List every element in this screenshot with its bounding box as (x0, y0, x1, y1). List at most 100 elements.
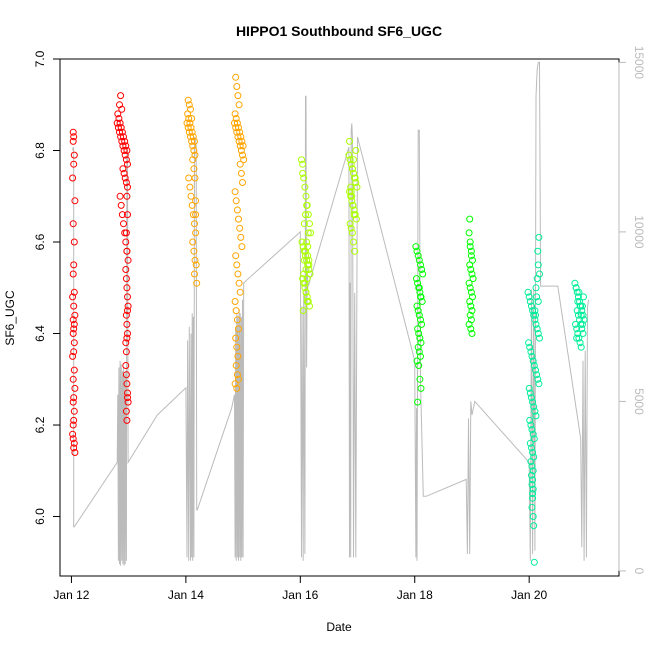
data-point (580, 293, 587, 301)
data-point (71, 384, 79, 392)
data-point (124, 307, 131, 315)
data-point (529, 430, 537, 438)
data-point (466, 298, 474, 305)
data-point (118, 137, 126, 145)
data-point (189, 211, 197, 219)
data-point (303, 293, 311, 301)
data-point (118, 128, 126, 136)
data-point (187, 124, 195, 132)
data-point (70, 302, 78, 310)
data-point (573, 325, 581, 333)
data-point (413, 302, 421, 310)
data-point (529, 494, 537, 502)
data-point (122, 371, 130, 379)
series-2 (298, 137, 361, 315)
data-point (414, 398, 422, 406)
data-point (70, 439, 78, 447)
data-point (579, 330, 587, 337)
data-point (238, 137, 246, 145)
data-point (124, 389, 131, 397)
y-left-tick-label: 6.2 (33, 416, 47, 433)
data-point (414, 325, 422, 333)
data-point (70, 407, 78, 415)
data-point (124, 256, 132, 264)
data-point (123, 192, 131, 200)
data-point (529, 467, 537, 475)
data-point (347, 224, 355, 232)
data-point (532, 366, 539, 374)
x-tick-label: Jan 12 (53, 588, 89, 602)
data-point (534, 330, 542, 337)
data-point (531, 407, 539, 415)
x-axis: Jan 12 Jan 14 Jan 16 Jan 18 Jan 20 (53, 575, 548, 602)
data-point (119, 142, 127, 150)
data-point (525, 339, 533, 347)
data-point (352, 179, 360, 186)
data-point (69, 352, 77, 360)
data-point (124, 302, 132, 310)
data-point (465, 279, 473, 287)
data-point (415, 348, 423, 356)
data-point (529, 485, 537, 493)
data-point (234, 133, 242, 141)
data-point (232, 362, 240, 369)
data-point (349, 201, 357, 209)
data-point (534, 261, 542, 269)
data-point (189, 238, 197, 246)
data-point (467, 252, 475, 260)
data-point (577, 311, 585, 319)
data-point (466, 215, 474, 223)
data-point (571, 279, 579, 287)
data-point (304, 243, 312, 251)
data-point (234, 352, 242, 360)
y-left-tick-label: 6.6 (33, 233, 47, 250)
data-point (70, 151, 78, 159)
data-point (185, 101, 193, 109)
data-point (413, 275, 420, 283)
data-point (69, 220, 77, 228)
data-point (187, 133, 194, 141)
data-point (529, 398, 537, 406)
data-point (302, 252, 309, 260)
data-point (300, 256, 308, 264)
data-point (232, 334, 240, 342)
data-point (185, 128, 193, 136)
data-point (236, 224, 244, 232)
data-point (115, 115, 123, 122)
data-point (185, 174, 193, 182)
data-point (70, 339, 78, 347)
data-point (123, 147, 131, 154)
data-point (121, 174, 129, 182)
data-point (529, 357, 537, 365)
data-point (577, 343, 585, 351)
data-point (532, 320, 540, 328)
data-point (232, 124, 240, 132)
data-point (576, 302, 584, 310)
data-point (71, 449, 79, 456)
data-point (302, 266, 310, 273)
data-point (71, 311, 79, 319)
data-point (113, 119, 121, 127)
data-point (70, 133, 78, 141)
data-point (524, 288, 532, 296)
data-point (69, 435, 77, 443)
data-point (417, 293, 424, 301)
data-point (70, 238, 78, 246)
data-point (535, 233, 543, 241)
data-point (530, 558, 538, 566)
data-point (532, 311, 539, 319)
data-point (578, 325, 586, 333)
data-point (530, 362, 538, 369)
data-point (117, 124, 125, 132)
data-point (417, 261, 424, 269)
data-point (306, 220, 313, 228)
data-point (532, 412, 540, 420)
data-point (188, 128, 196, 136)
y-left-axis: 6.0 6.2 6.4 6.6 6.8 7.0 (33, 50, 61, 525)
data-point (348, 165, 356, 173)
data-point (69, 330, 77, 337)
data-point (466, 311, 474, 319)
data-point (234, 92, 242, 100)
x-tick-label: Jan 18 (397, 588, 433, 602)
